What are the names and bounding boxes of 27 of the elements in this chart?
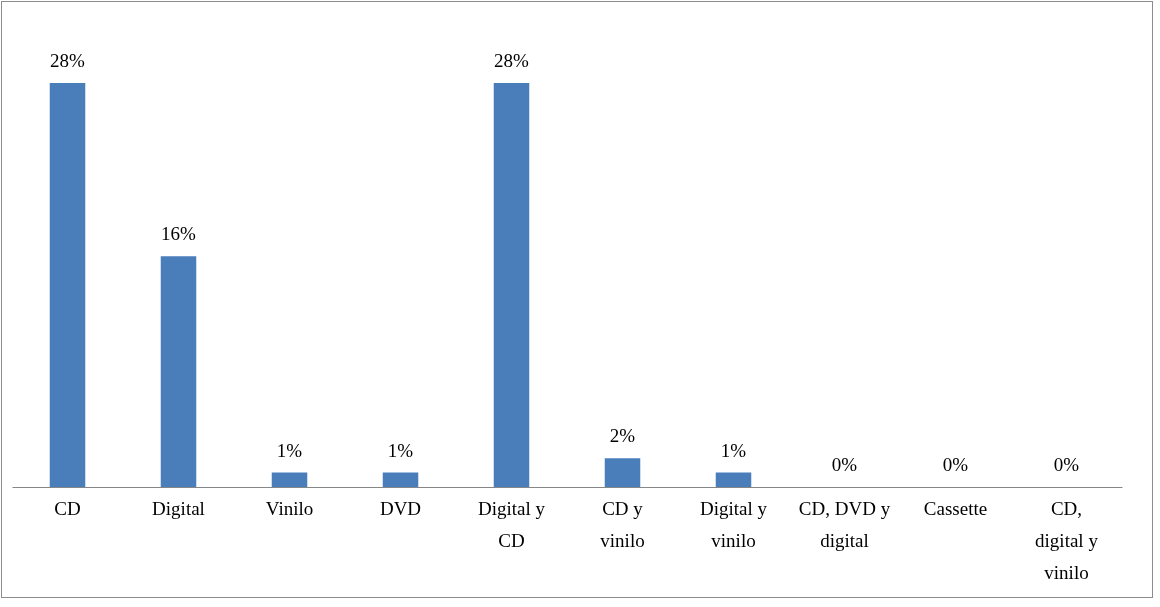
data-label: 28% xyxy=(494,50,530,71)
x-tick-label: Digital y vinilo xyxy=(699,497,768,551)
data-label: 0% xyxy=(1053,454,1080,475)
bar xyxy=(49,83,86,487)
bar xyxy=(493,83,530,487)
data-label: 2% xyxy=(609,425,636,447)
bar xyxy=(382,472,419,487)
x-tick-label: Digital xyxy=(152,497,205,519)
data-label: 16% xyxy=(161,223,197,245)
bar xyxy=(160,256,197,487)
x-tick-label: Digital y CD xyxy=(477,497,546,551)
x-tick-label: CD xyxy=(54,497,81,519)
data-label: 1% xyxy=(387,439,414,461)
x-tick-label: Vinilo xyxy=(265,497,314,519)
data-label: 1% xyxy=(720,439,747,461)
x-tick-label: CD, DVD y digital xyxy=(798,497,891,551)
data-label: 28% xyxy=(50,50,86,71)
bar xyxy=(604,458,641,487)
data-label: 0% xyxy=(831,454,858,475)
x-tick-label: DVD xyxy=(379,497,422,519)
bar xyxy=(715,472,752,487)
x-tick-label: CD y vinilo xyxy=(600,497,645,551)
x-tick-label: CD, digital y vinilo xyxy=(1035,497,1099,583)
bar xyxy=(271,472,308,487)
data-label: 1% xyxy=(276,439,303,461)
data-label: 0% xyxy=(942,454,969,475)
x-tick-label: Cassette xyxy=(923,497,988,519)
